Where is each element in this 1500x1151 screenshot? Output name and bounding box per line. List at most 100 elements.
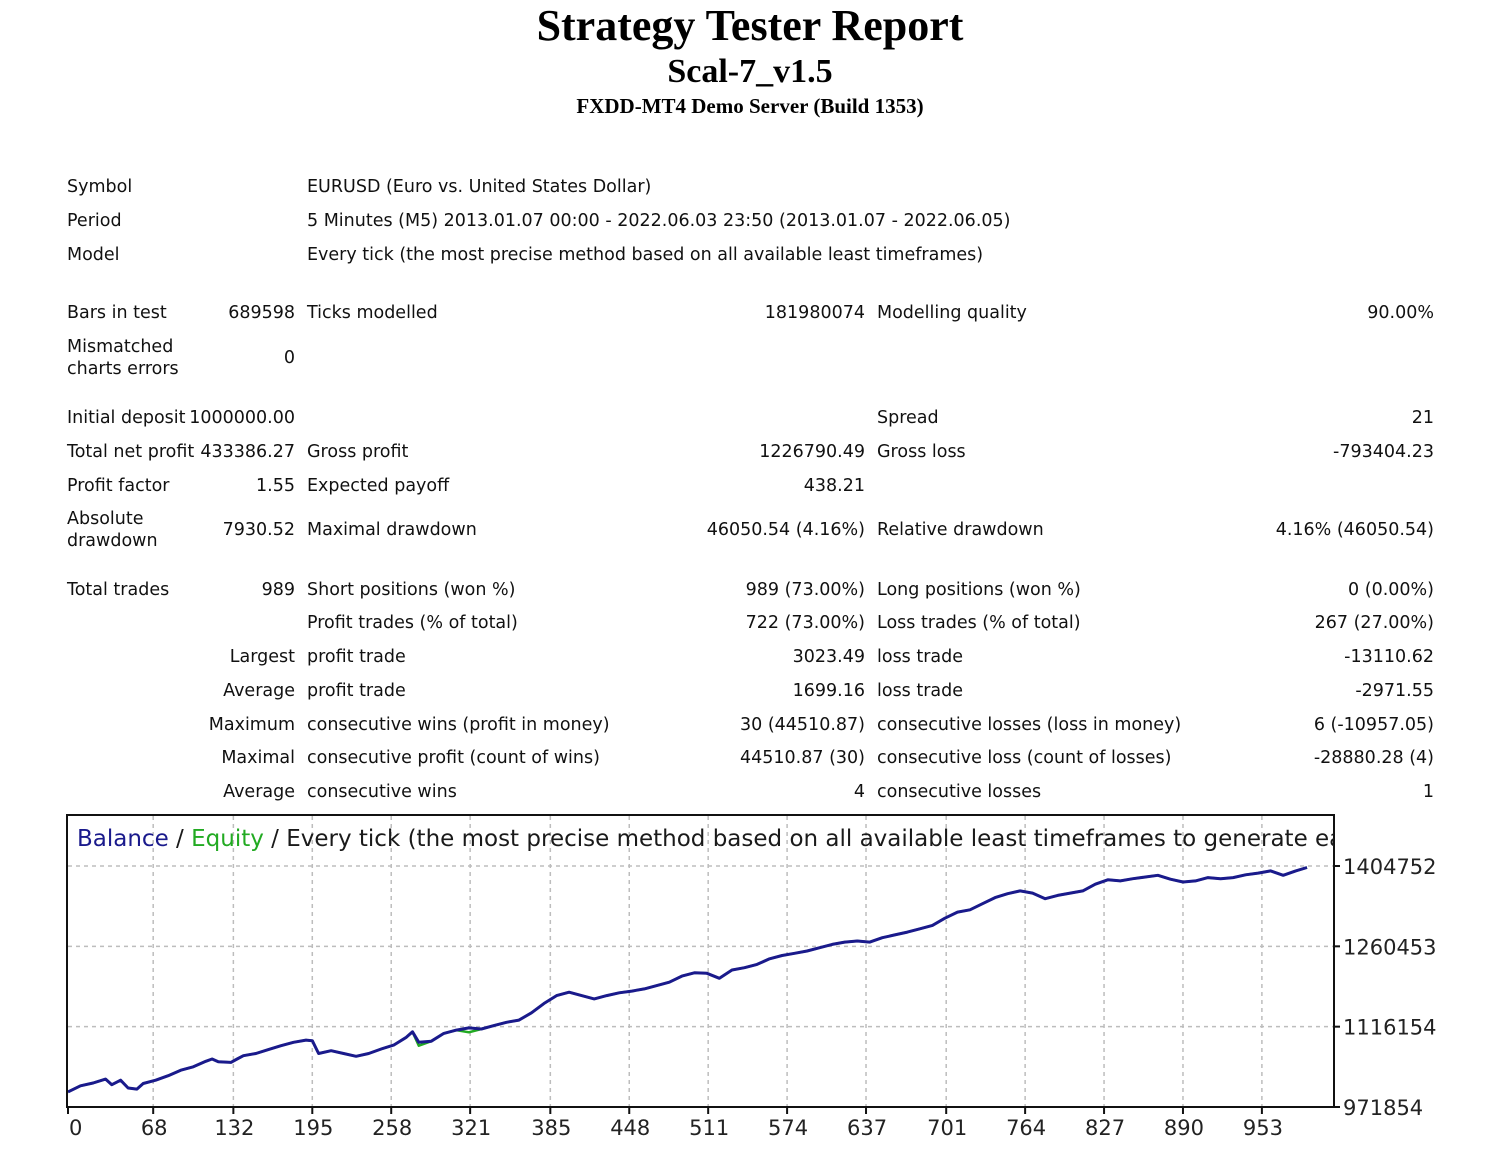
x-tick-label: 385: [531, 1116, 571, 1140]
server-name: FXDD-MT4 Demo Server (Build 1353): [576, 94, 924, 118]
avg-losses-label: consecutive losses: [877, 782, 1042, 802]
balance-line: [68, 866, 1308, 1094]
grossloss-value: -793404.23: [1333, 442, 1434, 462]
pf-label: Profit factor: [67, 476, 170, 496]
chart-grid: [68, 816, 1333, 1106]
avg-wins-value: 4: [853, 782, 865, 802]
avg-wins-label: consecutive wins: [307, 782, 457, 802]
largest-loss-value: -13110.62: [1344, 647, 1434, 667]
spread-value: 21: [1411, 408, 1434, 428]
y-axis: 1404752 1260453 1116154 971854: [1333, 855, 1437, 1120]
quality-value: 90.00%: [1367, 303, 1434, 323]
netprofit-label: Total net profit: [67, 442, 195, 462]
x-tick-label: 0: [69, 1116, 82, 1140]
x-axis: 0 68 132 195 258 321 385 448 511 574 637 701 764 827 8…: [67, 1107, 1283, 1140]
loss-trades-value: 267 (27.00%): [1314, 613, 1434, 633]
quality-label: Modelling quality: [877, 303, 1027, 323]
x-tick-label: 68: [141, 1116, 168, 1140]
x-tick-label: 511: [689, 1116, 729, 1140]
maxdd-value: 46050.54 (4.16%): [706, 520, 865, 540]
avg-losses-value: 1: [1422, 782, 1434, 802]
maximal-label: Maximal: [221, 748, 295, 768]
legend-separator: /: [169, 826, 191, 852]
mismatch-label: Mismatched charts errors: [67, 337, 179, 379]
grossprofit-value: 1226790.49: [759, 442, 865, 462]
avg-profit-label: profit trade: [307, 681, 406, 701]
long-label: Long positions (won %): [877, 580, 1081, 600]
y-tick-label: 1260453: [1343, 935, 1437, 959]
avg-profit-value: 1699.16: [792, 681, 865, 701]
largest-profit-value: 3023.49: [792, 647, 865, 667]
max-wins-label: consecutive wins (profit in money): [307, 715, 610, 735]
plot-frame: [66, 814, 1335, 1108]
avg-loss-value: -2971.55: [1355, 681, 1434, 701]
x-tick-label: 953: [1243, 1116, 1283, 1140]
average-label: Average: [223, 681, 295, 701]
loss-trades-label: Loss trades (% of total): [877, 613, 1081, 633]
legend-balance: Balance: [77, 826, 169, 852]
absdd-label: Absolute drawdown: [67, 509, 158, 551]
long-value: 0 (0.00%): [1348, 580, 1434, 600]
payoff-label: Expected payoff: [307, 476, 450, 496]
chart-series: [68, 866, 1308, 1094]
symbol-label: Symbol: [67, 177, 133, 197]
maximal-loss-label: consecutive loss (count of losses): [877, 748, 1172, 768]
average2-label: Average: [223, 782, 295, 802]
maximum-label: Maximum: [208, 715, 295, 735]
x-tick-label: 890: [1164, 1116, 1204, 1140]
reldd-label: Relative drawdown: [877, 520, 1044, 540]
payoff-value: 438.21: [803, 476, 865, 496]
x-tick-label: 764: [1006, 1116, 1046, 1140]
chart-legend: Balance / Equity / Every tick (the most …: [77, 826, 1500, 852]
legend-description: / Every tick (the most precise method ba…: [264, 826, 1500, 852]
reldd-value: 4.16% (46050.54): [1275, 520, 1434, 540]
bars-value: 689598: [228, 303, 295, 323]
x-tick-label: 195: [293, 1116, 333, 1140]
x-tick-label: 258: [372, 1116, 412, 1140]
max-losses-label: consecutive losses (loss in money): [877, 715, 1182, 735]
grossprofit-label: Gross profit: [307, 442, 409, 462]
y-tick-label: 971854: [1343, 1096, 1423, 1120]
balance-chart: Balance / Equity / Every tick (the most …: [0, 810, 1500, 1151]
short-value: 989 (73.00%): [745, 580, 865, 600]
max-losses-value: 6 (-10957.05): [1313, 715, 1434, 735]
profit-trades-value: 722 (73.00%): [745, 613, 865, 633]
x-tick-label: 637: [847, 1116, 887, 1140]
trades-label: Total trades: [67, 580, 170, 600]
equity-line: [68, 866, 1308, 1094]
report-title: Strategy Tester Report: [536, 1, 964, 50]
absdd-value: 7930.52: [222, 520, 295, 540]
ticks-value: 181980074: [764, 303, 865, 323]
grossloss-label: Gross loss: [877, 442, 966, 462]
largest-loss-label: loss trade: [877, 647, 964, 667]
maximal-loss-value: -28880.28 (4): [1313, 748, 1434, 768]
avg-loss-label: loss trade: [877, 681, 964, 701]
max-wins-value: 30 (44510.87): [740, 715, 865, 735]
x-tick-label: 574: [768, 1116, 808, 1140]
model-value: Every tick (the most precise method base…: [307, 245, 984, 265]
expert-name: Scal-7_v1.5: [667, 53, 833, 90]
maxdd-label: Maximal drawdown: [307, 520, 477, 540]
pf-value: 1.55: [256, 476, 295, 496]
x-tick-label: 321: [451, 1116, 491, 1140]
stats-table: Symbol EURUSD (Euro vs. United States Do…: [67, 177, 1434, 802]
deposit-label: Initial deposit: [67, 408, 186, 428]
x-tick-label: 827: [1085, 1116, 1125, 1140]
x-tick-label: 132: [214, 1116, 254, 1140]
short-label: Short positions (won %): [307, 580, 516, 600]
y-tick-label: 1116154: [1343, 1016, 1437, 1040]
symbol-value: EURUSD (Euro vs. United States Dollar): [307, 177, 652, 197]
ticks-label: Ticks modelled: [307, 303, 438, 323]
maximal-profit-value: 44510.87 (30): [740, 748, 865, 768]
chart-svg: Balance / Equity / Every tick (the most …: [66, 814, 1500, 1140]
maximal-profit-label: consecutive profit (count of wins): [307, 748, 600, 768]
period-value: 5 Minutes (M5) 2013.01.07 00:00 - 2022.0…: [307, 211, 1011, 231]
x-tick-label: 448: [610, 1116, 650, 1140]
legend-equity: Equity: [191, 826, 264, 852]
profit-trades-label: Profit trades (% of total): [307, 613, 518, 633]
largest-label: Largest: [229, 647, 295, 667]
x-tick-label: 701: [927, 1116, 967, 1140]
deposit-value: 1000000.00: [189, 408, 295, 428]
model-label: Model: [67, 245, 120, 265]
trades-value: 989: [261, 580, 295, 600]
